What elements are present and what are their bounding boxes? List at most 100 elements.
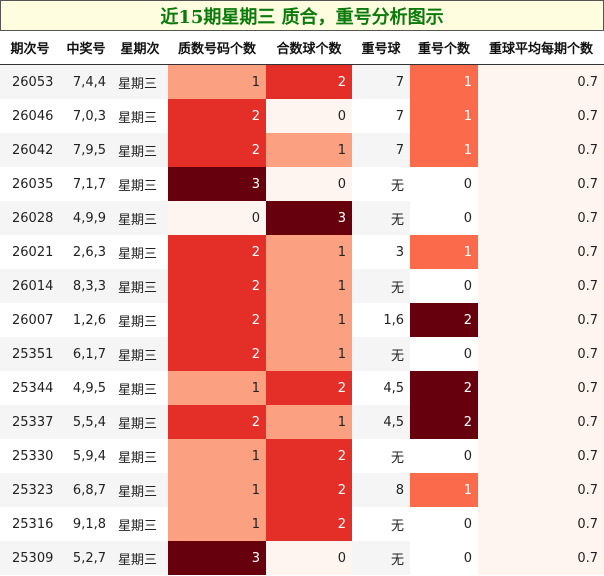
table-row: 25330 5,9,4 星期三 1 2 无 0 0.7 <box>0 439 604 473</box>
cell-draw-number: 1,2,6 <box>60 303 112 337</box>
cell-dup-count: 1 <box>410 473 478 507</box>
cell-draw-number: 6,1,7 <box>60 337 112 371</box>
cell-dup-balls: 7 <box>352 99 410 133</box>
cell-avg-dup: 0.7 <box>478 133 604 167</box>
cell-prime-count: 2 <box>168 303 266 337</box>
cell-composite-count: 2 <box>266 371 352 405</box>
cell-dup-count: 2 <box>410 371 478 405</box>
cell-period: 26014 <box>0 269 60 303</box>
cell-composite-count: 0 <box>266 99 352 133</box>
cell-prime-count: 2 <box>168 405 266 439</box>
cell-dup-count: 2 <box>410 405 478 439</box>
cell-draw-number: 5,9,4 <box>60 439 112 473</box>
table-row: 25351 6,1,7 星期三 2 1 无 0 0.7 <box>0 337 604 371</box>
cell-period: 26028 <box>0 201 60 235</box>
header-avg-dup: 重球平均每期个数 <box>478 31 604 65</box>
cell-prime-count: 1 <box>168 473 266 507</box>
cell-dup-balls: 1,6 <box>352 303 410 337</box>
cell-prime-count: 2 <box>168 99 266 133</box>
cell-dup-balls: 4,5 <box>352 371 410 405</box>
cell-dup-balls: 无 <box>352 167 410 201</box>
table-row: 25344 4,9,5 星期三 1 2 4,5 2 0.7 <box>0 371 604 405</box>
cell-dup-balls: 无 <box>352 269 410 303</box>
header-dup-count: 重号个数 <box>410 31 478 65</box>
cell-dup-count: 0 <box>410 167 478 201</box>
cell-prime-count: 1 <box>168 507 266 541</box>
cell-dup-count: 0 <box>410 507 478 541</box>
cell-period: 25344 <box>0 371 60 405</box>
cell-draw-number: 5,2,7 <box>60 541 112 575</box>
cell-dup-count: 1 <box>410 99 478 133</box>
cell-dup-balls: 7 <box>352 133 410 167</box>
cell-draw-number: 9,1,8 <box>60 507 112 541</box>
cell-period: 26021 <box>0 235 60 269</box>
cell-composite-count: 1 <box>266 405 352 439</box>
cell-weekday: 星期三 <box>112 371 168 405</box>
cell-draw-number: 4,9,5 <box>60 371 112 405</box>
cell-dup-balls: 4,5 <box>352 405 410 439</box>
cell-draw-number: 7,0,3 <box>60 99 112 133</box>
cell-period: 26035 <box>0 167 60 201</box>
table-row: 25309 5,2,7 星期三 3 0 无 0 0.7 <box>0 541 604 575</box>
cell-prime-count: 1 <box>168 371 266 405</box>
cell-period: 26042 <box>0 133 60 167</box>
cell-dup-balls: 7 <box>352 64 410 99</box>
cell-period: 25337 <box>0 405 60 439</box>
cell-weekday: 星期三 <box>112 201 168 235</box>
cell-dup-count: 1 <box>410 64 478 99</box>
table-row: 26053 7,4,4 星期三 1 2 7 1 0.7 <box>0 64 604 99</box>
cell-period: 25330 <box>0 439 60 473</box>
cell-weekday: 星期三 <box>112 337 168 371</box>
cell-draw-number: 5,5,4 <box>60 405 112 439</box>
cell-dup-balls: 无 <box>352 439 410 473</box>
header-draw-number: 中奖号 <box>60 31 112 65</box>
cell-prime-count: 0 <box>168 201 266 235</box>
cell-draw-number: 2,6,3 <box>60 235 112 269</box>
cell-composite-count: 2 <box>266 64 352 99</box>
header-composite-count: 合数球个数 <box>266 31 352 65</box>
cell-weekday: 星期三 <box>112 269 168 303</box>
cell-dup-balls: 3 <box>352 235 410 269</box>
cell-period: 25309 <box>0 541 60 575</box>
cell-dup-count: 0 <box>410 439 478 473</box>
cell-avg-dup: 0.7 <box>478 439 604 473</box>
cell-weekday: 星期三 <box>112 235 168 269</box>
table-row: 25323 6,8,7 星期三 1 2 8 1 0.7 <box>0 473 604 507</box>
header-weekday: 星期次 <box>112 31 168 65</box>
cell-composite-count: 1 <box>266 303 352 337</box>
cell-dup-count: 0 <box>410 337 478 371</box>
page-title: 近15期星期三 质合，重号分析图示 <box>0 0 604 31</box>
cell-period: 25323 <box>0 473 60 507</box>
cell-prime-count: 2 <box>168 337 266 371</box>
cell-dup-balls: 无 <box>352 507 410 541</box>
cell-composite-count: 1 <box>266 133 352 167</box>
cell-composite-count: 2 <box>266 507 352 541</box>
cell-avg-dup: 0.7 <box>478 371 604 405</box>
cell-weekday: 星期三 <box>112 99 168 133</box>
cell-dup-balls: 无 <box>352 337 410 371</box>
cell-dup-count: 0 <box>410 269 478 303</box>
header-dup-balls: 重号球 <box>352 31 410 65</box>
header-prime-count: 质数号码个数 <box>168 31 266 65</box>
cell-dup-balls: 无 <box>352 201 410 235</box>
header-period: 期次号 <box>0 31 60 65</box>
cell-draw-number: 7,1,7 <box>60 167 112 201</box>
cell-dup-count: 0 <box>410 541 478 575</box>
table-row: 26007 1,2,6 星期三 2 1 1,6 2 0.7 <box>0 303 604 337</box>
cell-prime-count: 2 <box>168 235 266 269</box>
cell-period: 26053 <box>0 64 60 99</box>
table-row: 26028 4,9,9 星期三 0 3 无 0 0.7 <box>0 201 604 235</box>
cell-dup-count: 2 <box>410 303 478 337</box>
cell-weekday: 星期三 <box>112 507 168 541</box>
cell-avg-dup: 0.7 <box>478 269 604 303</box>
cell-dup-balls: 无 <box>352 541 410 575</box>
cell-dup-balls: 8 <box>352 473 410 507</box>
cell-composite-count: 0 <box>266 167 352 201</box>
cell-period: 26007 <box>0 303 60 337</box>
cell-avg-dup: 0.7 <box>478 337 604 371</box>
table-row: 26046 7,0,3 星期三 2 0 7 1 0.7 <box>0 99 604 133</box>
cell-weekday: 星期三 <box>112 133 168 167</box>
table-header-row: 期次号 中奖号 星期次 质数号码个数 合数球个数 重号球 重号个数 重球平均每期… <box>0 31 604 65</box>
analysis-table: 期次号 中奖号 星期次 质数号码个数 合数球个数 重号球 重号个数 重球平均每期… <box>0 31 604 575</box>
cell-dup-count: 1 <box>410 133 478 167</box>
